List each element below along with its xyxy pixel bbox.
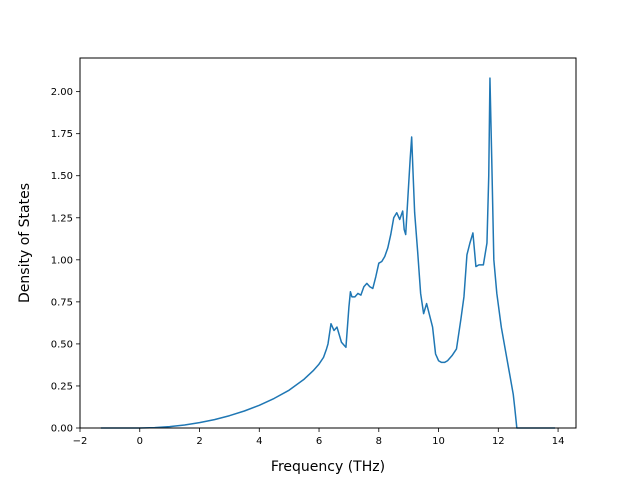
- y-tick-label: 1.50: [51, 171, 73, 182]
- y-tick-label: 2.00: [51, 87, 73, 98]
- y-tick-label: 0.00: [51, 424, 73, 435]
- x-tick-label: 2: [196, 436, 202, 447]
- series-layer: [100, 77, 556, 429]
- x-axis-ticks: −2 0 2 4 6 8 10 12 14: [73, 428, 565, 447]
- x-tick-label: −2: [73, 436, 88, 447]
- x-axis-label: Frequency (THz): [271, 459, 385, 475]
- dos-series-line: [100, 77, 556, 429]
- y-axis-label: Density of States: [17, 183, 33, 303]
- x-tick-label: 0: [137, 436, 143, 447]
- y-tick-label: 1.00: [51, 255, 73, 266]
- x-tick-label: 8: [376, 436, 382, 447]
- plot-area-frame: [79, 57, 577, 429]
- plot-area-background: [80, 58, 576, 428]
- y-tick-label: 0.25: [51, 381, 73, 392]
- y-tick-label: 1.25: [51, 213, 73, 224]
- y-tick-label: 0.75: [51, 297, 73, 308]
- x-tick-label: 10: [432, 436, 445, 447]
- x-tick-label: 4: [256, 436, 262, 447]
- y-tick-label: 0.50: [51, 339, 73, 350]
- x-tick-label: 6: [316, 436, 322, 447]
- x-tick-label: 12: [492, 436, 505, 447]
- y-tick-label: 1.75: [51, 129, 73, 140]
- x-tick-label: 14: [552, 436, 565, 447]
- y-axis-ticks: 0.00 0.25 0.50 0.75 1.00 1.25 1.50 1.75 2.00: [51, 87, 80, 435]
